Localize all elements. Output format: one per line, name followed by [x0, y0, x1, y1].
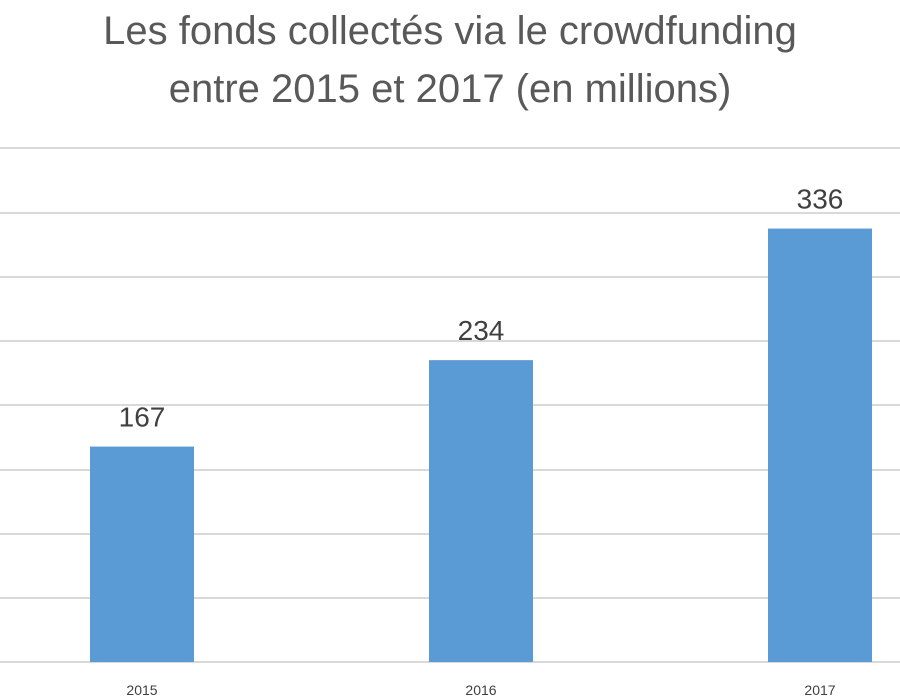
chart-title-line-2: entre 2015 et 2017 (en millions): [168, 67, 732, 111]
x-tick-label-2017: 2017: [804, 682, 835, 698]
data-label-2017: 336: [797, 184, 844, 215]
data-label-2016: 234: [458, 315, 505, 346]
bar-2015: [90, 446, 194, 662]
data-labels: 167 234 336: [119, 184, 844, 433]
chart-title-line-1: Les fonds collectés via le crowdfunding: [103, 9, 797, 53]
bar-2016: [429, 360, 533, 662]
bars: [90, 228, 872, 662]
x-tick-label-2016: 2016: [465, 682, 496, 698]
chart-title: Les fonds collectés via le crowdfunding …: [0, 0, 900, 132]
bar-2017: [768, 228, 872, 662]
data-label-2015: 167: [119, 402, 166, 433]
x-tick-label-2015: 2015: [126, 682, 157, 698]
x-axis-tick-labels: 2015 2016 2017: [126, 682, 835, 698]
